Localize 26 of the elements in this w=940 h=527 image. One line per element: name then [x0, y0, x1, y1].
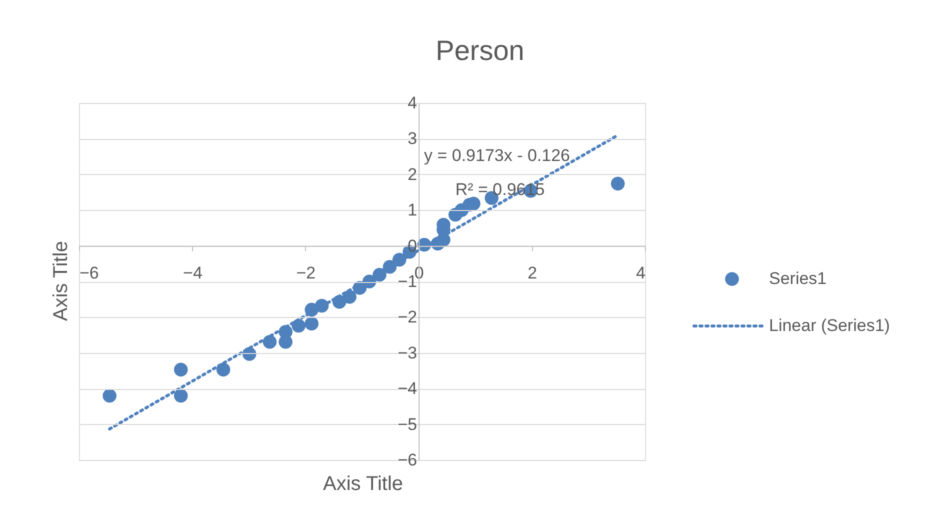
y-tick-label: 4 [408, 94, 418, 112]
point [174, 362, 188, 377]
x-axis-title: Axis Title [322, 473, 404, 495]
x-tick-label: 4 [636, 263, 646, 282]
x-tick-label: −6 [80, 263, 99, 282]
y-tick-label: −4 [398, 379, 418, 398]
y-tick-label: 2 [408, 164, 418, 184]
annotation: y = 0.9173x - 0.126 [424, 146, 570, 165]
y-tick-label: 1 [408, 200, 418, 220]
legend-label: Linear (Series1) [769, 316, 890, 335]
y-tick-label: 3 [408, 129, 418, 148]
point [610, 176, 625, 191]
point [304, 316, 319, 331]
point [174, 388, 188, 403]
y-tick-label: −6 [398, 450, 418, 470]
chart-title: Person [436, 35, 524, 66]
x-tick-label: 2 [528, 263, 538, 282]
point [278, 334, 292, 349]
y-tick-label: −2 [398, 308, 418, 327]
x-tick-label: −2 [296, 263, 316, 282]
y-tick-label: −3 [398, 343, 418, 362]
point [102, 388, 116, 403]
x-tick-label: −4 [183, 263, 202, 282]
y-tick-label: −5 [398, 414, 418, 434]
y-axis-title: Axis Title [50, 240, 72, 322]
legend-label: Series1 [769, 269, 827, 288]
